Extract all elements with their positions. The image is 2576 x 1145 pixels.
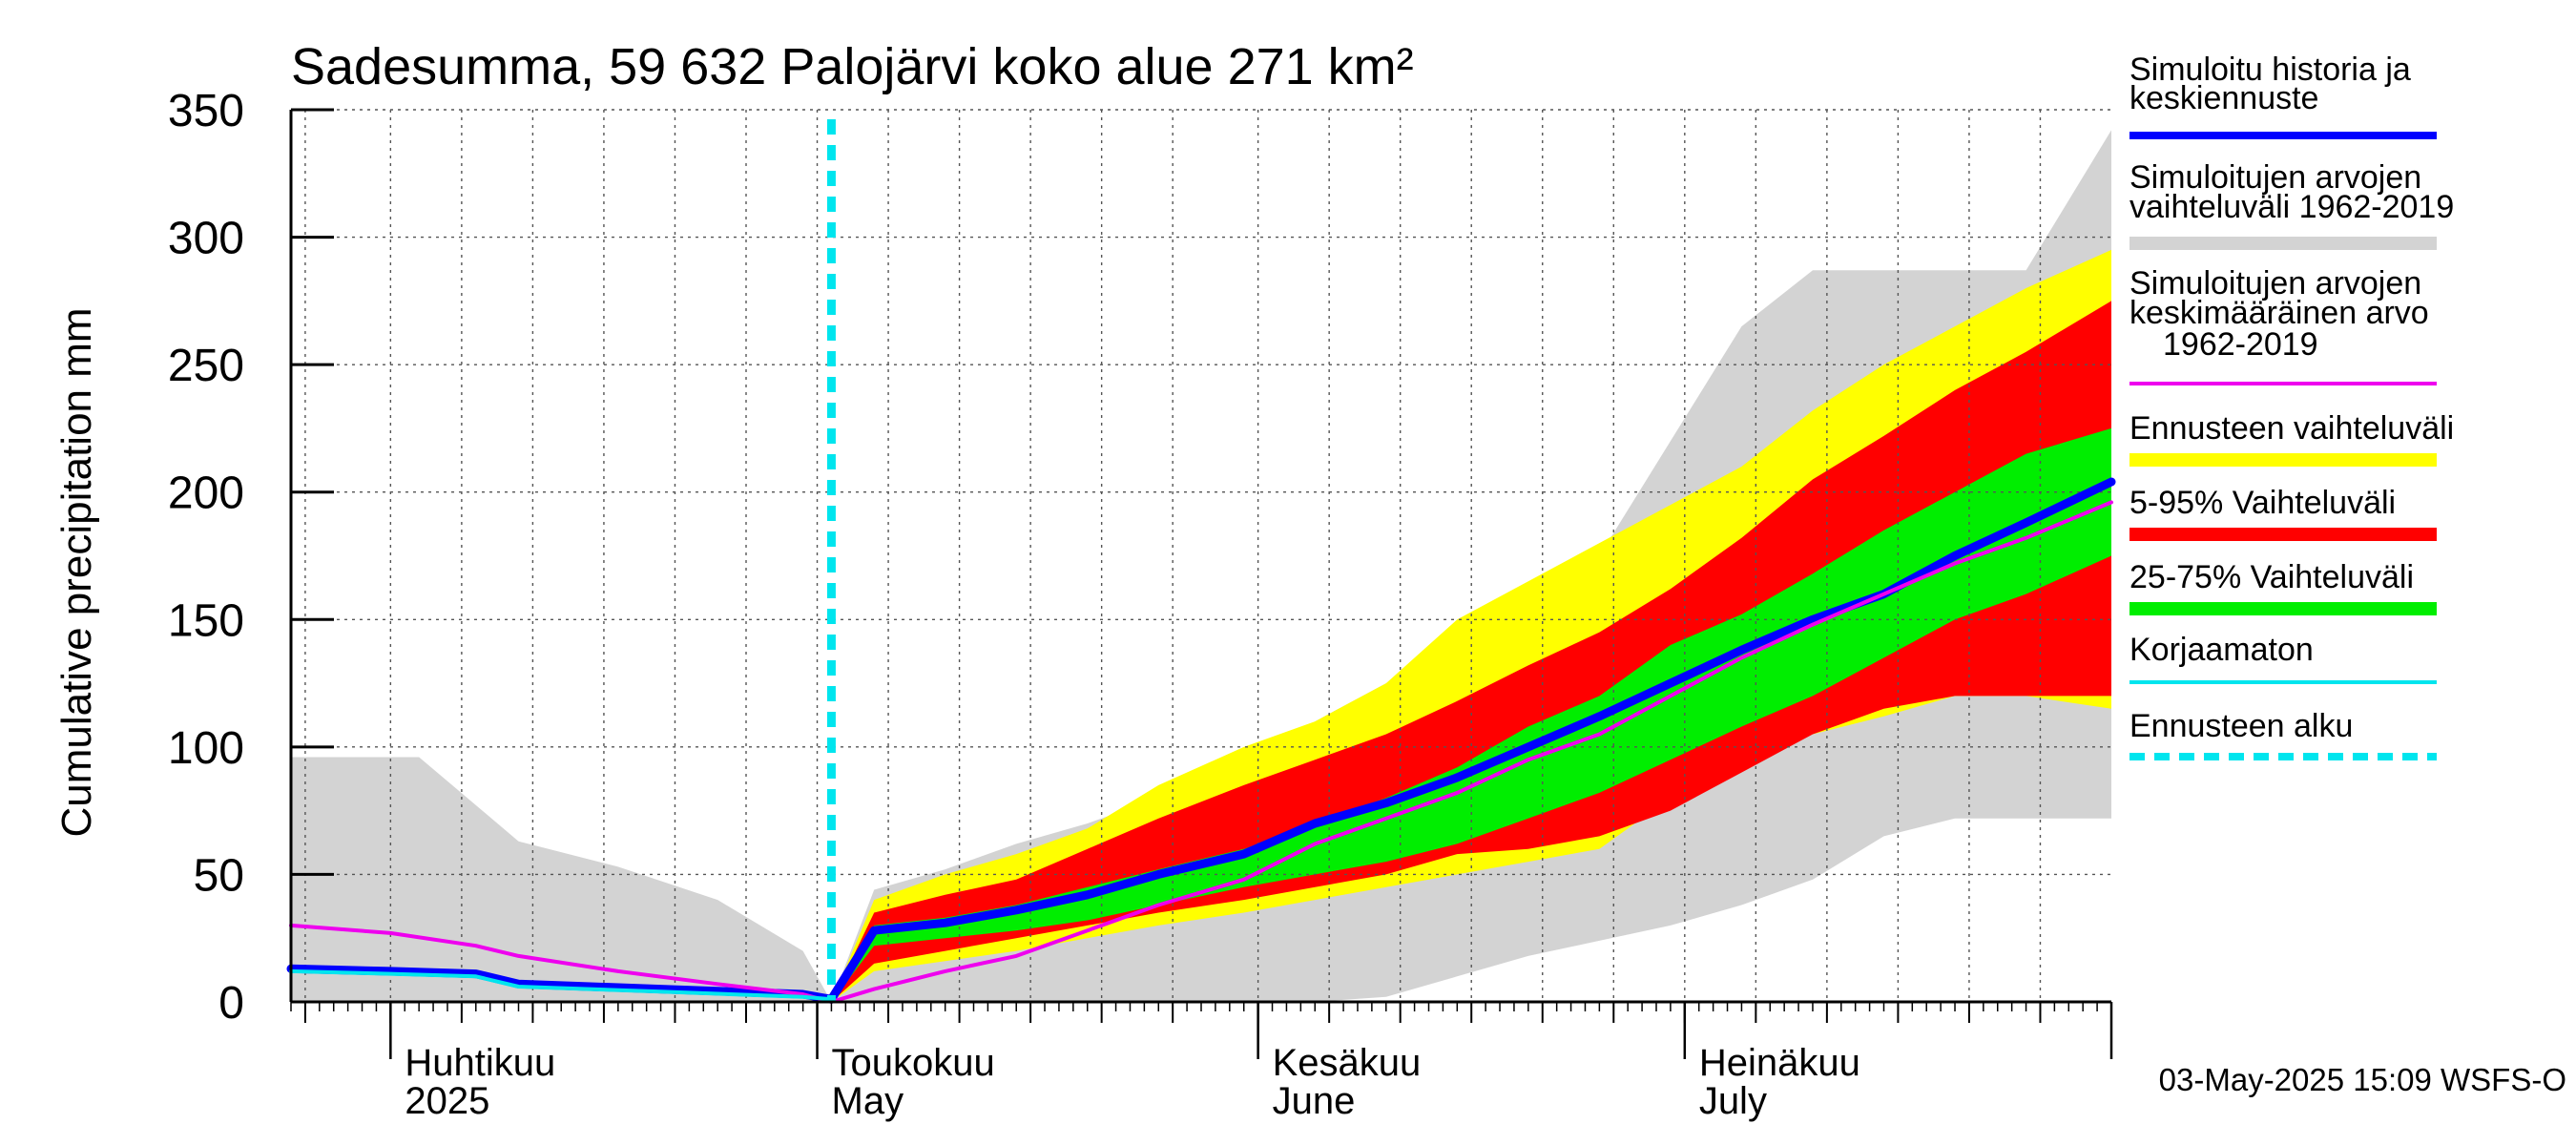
y-axis-label: Cumulative precipitation mm bbox=[53, 307, 100, 837]
legend-label: 1962-2019 bbox=[2163, 326, 2318, 363]
legend-label: Ennusteen alku bbox=[2129, 708, 2353, 744]
legend-label: keskimääräinen arvo bbox=[2129, 295, 2429, 331]
x-month-label: Heinäkuu bbox=[1699, 1042, 1860, 1084]
legend-label: keskiennuste bbox=[2129, 80, 2318, 116]
y-tick-label: 250 bbox=[168, 341, 244, 391]
series-line-1 bbox=[289, 500, 2113, 1004]
x-month-sublabel: June bbox=[1273, 1080, 1356, 1122]
legend-label: Ennusteen vaihteluväli bbox=[2129, 410, 2454, 447]
band-forecast-range bbox=[831, 249, 2111, 1002]
chart-title: Sadesumma, 59 632 Palojärvi koko alue 27… bbox=[291, 38, 1414, 95]
x-month-sublabel: July bbox=[1699, 1080, 1767, 1122]
legend-label: Simuloitujen arvojen bbox=[2129, 265, 2421, 302]
range-bands bbox=[291, 130, 2111, 1002]
y-tick-label: 0 bbox=[218, 978, 244, 1029]
x-month-sublabel: 2025 bbox=[405, 1080, 489, 1122]
legend-label: 5-95% Vaihteluväli bbox=[2129, 485, 2396, 521]
data-series bbox=[286, 119, 2116, 1004]
y-tick-label: 100 bbox=[168, 723, 244, 774]
footer-timestamp: 03-May-2025 15:09 WSFS-O bbox=[2159, 1062, 2566, 1097]
y-tick-label: 150 bbox=[168, 595, 244, 646]
legend-label: Simuloitujen arvojen bbox=[2129, 159, 2421, 196]
y-tick-label: 200 bbox=[168, 468, 244, 519]
legend-label: Simuloitu historia ja bbox=[2129, 52, 2411, 88]
legend-label: vaihteluväli 1962-2019 bbox=[2129, 189, 2454, 225]
band-25-75 bbox=[831, 427, 2111, 1002]
legend-label: Korjaamaton bbox=[2129, 632, 2314, 668]
x-month-label: Toukokuu bbox=[832, 1042, 995, 1084]
x-month-sublabel: May bbox=[832, 1080, 904, 1122]
x-month-label: Kesäkuu bbox=[1273, 1042, 1422, 1084]
legend-label: 25-75% Vaihteluväli bbox=[2129, 559, 2414, 595]
grid-lines bbox=[291, 109, 2111, 1002]
y-tick-label: 300 bbox=[168, 214, 244, 264]
y-tick-label: 50 bbox=[194, 850, 244, 901]
band-5-95 bbox=[831, 301, 2111, 1002]
x-month-label: Huhtikuu bbox=[405, 1042, 555, 1084]
y-tick-label: 350 bbox=[168, 86, 244, 136]
